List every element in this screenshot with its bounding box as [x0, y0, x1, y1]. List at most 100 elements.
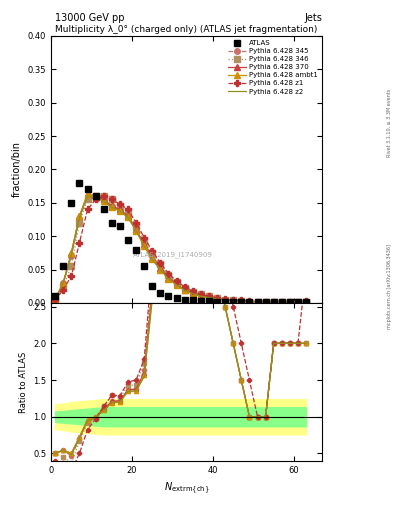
- Pythia 6.428 ambt1: [239, 298, 244, 304]
- ATLAS: [247, 298, 252, 305]
- Pythia 6.428 346: [288, 298, 292, 305]
- Pythia 6.428 345: [174, 280, 179, 286]
- Pythia 6.428 z2: [109, 204, 114, 210]
- Pythia 6.428 z2: [231, 297, 235, 303]
- Pythia 6.428 346: [223, 296, 228, 303]
- ATLAS: [198, 298, 203, 304]
- Pythia 6.428 z1: [142, 234, 147, 241]
- Pythia 6.428 ambt1: [263, 298, 268, 305]
- Pythia 6.428 345: [190, 289, 195, 295]
- Pythia 6.428 ambt1: [288, 298, 292, 305]
- Pythia 6.428 z2: [263, 298, 268, 305]
- Pythia 6.428 z2: [158, 266, 163, 272]
- Pythia 6.428 ambt1: [174, 282, 179, 288]
- Pythia 6.428 z1: [263, 298, 268, 305]
- Pythia 6.428 370: [85, 191, 90, 197]
- Pythia 6.428 ambt1: [304, 298, 309, 305]
- Pythia 6.428 370: [279, 298, 284, 305]
- Pythia 6.428 346: [166, 272, 171, 278]
- Pythia 6.428 346: [158, 261, 163, 267]
- Pythia 6.428 370: [215, 296, 219, 302]
- Pythia 6.428 345: [198, 292, 203, 298]
- Pythia 6.428 370: [150, 254, 154, 261]
- Pythia 6.428 ambt1: [134, 228, 138, 234]
- Pythia 6.428 z2: [296, 298, 300, 305]
- Pythia 6.428 346: [239, 298, 244, 304]
- ATLAS: [118, 223, 122, 229]
- Pythia 6.428 ambt1: [279, 298, 284, 305]
- Pythia 6.428 346: [304, 298, 309, 305]
- Pythia 6.428 370: [288, 298, 292, 305]
- Text: Jets: Jets: [305, 13, 322, 23]
- ATLAS: [182, 296, 187, 303]
- Pythia 6.428 z2: [134, 228, 138, 234]
- Pythia 6.428 z2: [207, 294, 211, 301]
- Pythia 6.428 370: [190, 290, 195, 296]
- Pythia 6.428 370: [174, 281, 179, 287]
- Pythia 6.428 z2: [174, 282, 179, 288]
- ATLAS: [304, 299, 309, 305]
- Pythia 6.428 z1: [53, 297, 57, 303]
- Pythia 6.428 ambt1: [61, 280, 66, 286]
- Pythia 6.428 370: [101, 197, 106, 203]
- Pythia 6.428 346: [142, 237, 147, 243]
- Pythia 6.428 z2: [190, 290, 195, 296]
- Pythia 6.428 346: [215, 295, 219, 302]
- Text: 13000 GeV pp: 13000 GeV pp: [55, 13, 125, 23]
- Pythia 6.428 z2: [215, 296, 219, 302]
- Pythia 6.428 346: [207, 293, 211, 300]
- Pythia 6.428 370: [126, 213, 130, 219]
- Pythia 6.428 370: [263, 298, 268, 305]
- Pythia 6.428 z2: [271, 298, 276, 305]
- Pythia 6.428 z2: [61, 280, 66, 286]
- Pythia 6.428 z1: [215, 294, 219, 301]
- ATLAS: [134, 246, 138, 252]
- Pythia 6.428 346: [182, 285, 187, 291]
- Pythia 6.428 370: [231, 297, 235, 303]
- Title: Multiplicity λ_0° (charged only) (ATLAS jet fragmentation): Multiplicity λ_0° (charged only) (ATLAS …: [55, 25, 318, 34]
- Pythia 6.428 z2: [77, 215, 82, 221]
- ATLAS: [239, 298, 244, 305]
- Pythia 6.428 z1: [77, 240, 82, 246]
- Pythia 6.428 z2: [182, 287, 187, 293]
- Y-axis label: Ratio to ATLAS: Ratio to ATLAS: [18, 351, 28, 413]
- Pythia 6.428 z1: [93, 197, 98, 203]
- Pythia 6.428 370: [182, 287, 187, 293]
- Pythia 6.428 346: [134, 223, 138, 229]
- Pythia 6.428 370: [304, 298, 309, 305]
- Pythia 6.428 z1: [158, 260, 163, 266]
- Pythia 6.428 z2: [166, 276, 171, 282]
- Pythia 6.428 345: [288, 298, 292, 305]
- Pythia 6.428 z1: [182, 284, 187, 290]
- Pythia 6.428 z2: [198, 293, 203, 300]
- Pythia 6.428 345: [166, 273, 171, 280]
- ATLAS: [255, 298, 260, 305]
- Pythia 6.428 ambt1: [142, 243, 147, 249]
- Pythia 6.428 370: [296, 298, 300, 305]
- ATLAS: [296, 299, 300, 305]
- Pythia 6.428 z1: [174, 278, 179, 284]
- Pythia 6.428 345: [207, 294, 211, 300]
- Legend: ATLAS, Pythia 6.428 345, Pythia 6.428 346, Pythia 6.428 370, Pythia 6.428 ambt1,: ATLAS, Pythia 6.428 345, Pythia 6.428 34…: [226, 37, 321, 97]
- Pythia 6.428 ambt1: [101, 198, 106, 204]
- Line: Pythia 6.428 346: Pythia 6.428 346: [52, 194, 309, 305]
- Pythia 6.428 345: [182, 285, 187, 291]
- Pythia 6.428 370: [134, 226, 138, 232]
- Line: Pythia 6.428 345: Pythia 6.428 345: [52, 194, 309, 305]
- Pythia 6.428 ambt1: [271, 298, 276, 305]
- Pythia 6.428 ambt1: [198, 293, 203, 300]
- Pythia 6.428 z1: [288, 298, 292, 305]
- Pythia 6.428 345: [85, 193, 90, 199]
- Pythia 6.428 345: [118, 206, 122, 212]
- Pythia 6.428 346: [69, 263, 73, 269]
- Pythia 6.428 345: [69, 253, 73, 259]
- Pythia 6.428 370: [207, 294, 211, 301]
- ATLAS: [271, 299, 276, 305]
- Pythia 6.428 z1: [134, 220, 138, 226]
- Pythia 6.428 ambt1: [118, 208, 122, 214]
- ATLAS: [190, 297, 195, 303]
- Pythia 6.428 345: [77, 217, 82, 223]
- Pythia 6.428 346: [231, 297, 235, 303]
- Pythia 6.428 z1: [255, 298, 260, 305]
- Pythia 6.428 345: [101, 197, 106, 203]
